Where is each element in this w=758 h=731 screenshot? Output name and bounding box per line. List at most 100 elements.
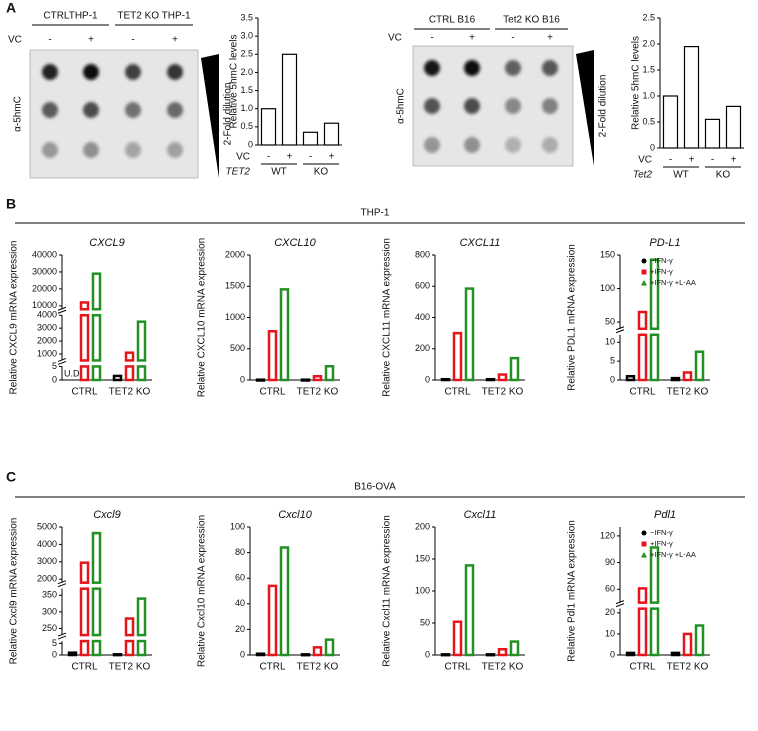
bar xyxy=(637,607,648,657)
y-tick-label: 3000 xyxy=(37,556,57,566)
y-tick-label: 20000 xyxy=(32,283,57,293)
blot-dot xyxy=(42,102,58,118)
bar xyxy=(637,587,648,604)
y-tick-label: 1000 xyxy=(37,348,57,358)
y-tick-label: 600 xyxy=(415,281,430,291)
bar xyxy=(112,374,123,382)
y-tick-label: 80 xyxy=(235,547,245,557)
axis-break xyxy=(615,326,625,334)
lane-label: + xyxy=(469,33,475,44)
y-tick-label: 2.0 xyxy=(642,38,655,48)
y-tick-label: 3000 xyxy=(37,323,57,333)
bar xyxy=(452,620,463,657)
chart-title: Cxcl11 xyxy=(464,509,497,521)
y-tick-label: 30000 xyxy=(32,266,57,276)
chart-title: PD-L1 xyxy=(649,237,680,249)
legend-marker xyxy=(641,280,647,286)
bar xyxy=(323,122,340,146)
bar xyxy=(637,310,648,331)
bar xyxy=(497,647,508,657)
y-tick-label: 10 xyxy=(605,337,615,347)
legend-marker xyxy=(641,269,647,275)
y-axis-label: Relative Cxcl10 mRNA expression xyxy=(197,515,208,667)
y-tick-label: 5 xyxy=(52,361,57,371)
axis-break xyxy=(615,600,625,608)
legend-label: −IFN-γ xyxy=(650,256,673,265)
bar xyxy=(267,584,278,657)
section-title: B16-OVA xyxy=(354,482,396,493)
y-tick-label: 1.5 xyxy=(642,64,655,74)
legend-label: +IFN-γ +L-AA xyxy=(650,278,696,287)
y-tick-label: 200 xyxy=(415,343,430,353)
blot-dot xyxy=(42,142,58,158)
x-tick-label: TET2 KO xyxy=(482,387,524,398)
blot-dot xyxy=(167,64,183,80)
bar xyxy=(267,330,278,382)
bar xyxy=(79,561,90,584)
y-axis-label: Relative CXCL11 mRNA expression xyxy=(382,238,393,397)
blot-dot xyxy=(83,102,99,118)
bar xyxy=(509,356,520,382)
bar xyxy=(312,375,323,382)
y-tick-label: 0 xyxy=(52,374,57,384)
y-tick-label: 0 xyxy=(425,649,430,659)
lane-label: - xyxy=(48,35,51,46)
axis-break xyxy=(57,580,67,588)
group-axis-label: Tet2 xyxy=(633,170,653,181)
bar xyxy=(662,95,679,149)
y-tick-label: 200 xyxy=(415,521,430,531)
y-tick-label: 1.5 xyxy=(240,85,253,95)
x-tick-label: TET2 KO xyxy=(667,662,709,673)
chart-title: CXCL9 xyxy=(89,237,124,249)
bar xyxy=(464,287,475,382)
x-tick-label: TET2 KO xyxy=(109,387,151,398)
bar xyxy=(649,607,660,657)
y-tick-label: 400 xyxy=(415,312,430,322)
y-tick-label: 20 xyxy=(235,624,245,634)
bar xyxy=(649,546,660,604)
blot-dot xyxy=(542,137,558,153)
x-tick-label: TET2 KO xyxy=(297,387,339,398)
bar xyxy=(112,653,123,657)
lane-label: - xyxy=(430,33,433,44)
y-tick-label: 60 xyxy=(235,573,245,583)
blot-dot xyxy=(464,137,480,153)
y-tick-label: 2000 xyxy=(37,335,57,345)
y-tick-label: 2.0 xyxy=(240,67,253,77)
antibody-label: α-5hmC xyxy=(13,96,24,132)
x-tick-label: CTRL xyxy=(71,662,98,673)
bar xyxy=(509,640,520,657)
legend-marker xyxy=(641,541,647,547)
bar xyxy=(79,313,90,362)
x-tick-label: CTRL xyxy=(444,662,471,673)
x-tick-label: CTRL xyxy=(259,387,286,398)
y-tick-label: 0 xyxy=(240,649,245,659)
x-tick-label: + xyxy=(329,152,335,163)
y-tick-label: 5 xyxy=(610,356,615,366)
y-tick-label: 350 xyxy=(42,590,57,600)
legend-label: −IFN-γ xyxy=(650,528,673,537)
bar xyxy=(79,301,90,311)
lane-label: - xyxy=(131,35,134,46)
blot-dot xyxy=(424,60,440,76)
y-tick-label: 4000 xyxy=(37,310,57,320)
blot-dot xyxy=(542,98,558,114)
y-axis-label: Relative 5hmC levels xyxy=(229,35,240,129)
bar xyxy=(464,564,475,657)
row-label: VC xyxy=(8,35,22,46)
legend-marker xyxy=(641,552,647,558)
category-axis-label: VC xyxy=(236,152,250,163)
x-tick-label: - xyxy=(711,155,714,166)
gradient-label: 2-Fold dilution xyxy=(598,75,609,138)
y-tick-label: 60 xyxy=(605,584,615,594)
x-tick-label: TET2 KO xyxy=(667,387,709,398)
y-tick-label: 2000 xyxy=(225,249,245,259)
y-tick-label: 10 xyxy=(605,628,615,638)
y-tick-label: 0 xyxy=(650,142,655,152)
x-tick-label: - xyxy=(309,152,312,163)
bar xyxy=(260,108,277,146)
dilution-wedge xyxy=(576,50,594,166)
y-tick-label: 0.5 xyxy=(642,116,655,126)
bar xyxy=(625,651,636,657)
y-tick-label: 3.0 xyxy=(240,31,253,41)
